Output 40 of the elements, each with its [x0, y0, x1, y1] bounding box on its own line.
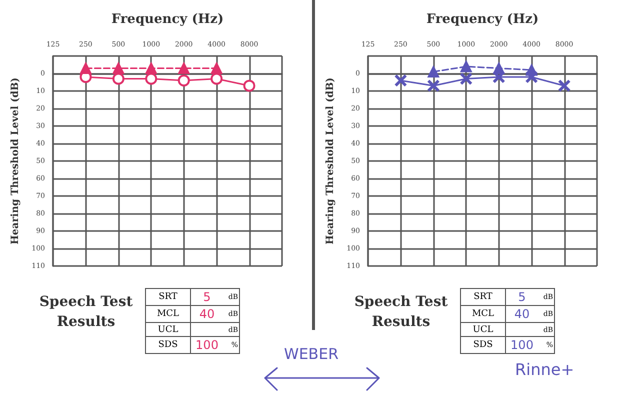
point [145, 62, 157, 74]
point [394, 74, 406, 86]
point [428, 66, 440, 78]
text: SDS [460, 336, 506, 354]
text: 100 [506, 336, 538, 354]
text: Rinne+ [515, 360, 574, 379]
y-axis-title: Hearing Threshold Level (dB) [325, 77, 336, 245]
text: 5 [190, 288, 223, 306]
point [493, 62, 505, 74]
text: 5 [506, 288, 538, 306]
text: MCL [460, 306, 506, 322]
point [112, 62, 124, 74]
text: 100 [190, 336, 223, 354]
point [178, 74, 190, 86]
point [558, 80, 570, 92]
point [178, 62, 190, 74]
text: SRT [460, 288, 506, 306]
text: UCL [460, 322, 506, 336]
point [112, 72, 124, 85]
text: Speech Test Results [353, 293, 449, 332]
text: UCL [146, 322, 190, 336]
point [210, 62, 222, 74]
text: 40 [506, 306, 538, 322]
point [145, 72, 158, 85]
point [210, 72, 223, 85]
text: MCL [146, 306, 190, 322]
x-axis-title: Frequency (Hz) [426, 12, 539, 27]
point [460, 60, 472, 72]
text: SDS [146, 336, 190, 354]
text: 40 [190, 306, 223, 322]
point [428, 80, 440, 92]
point [526, 64, 538, 76]
text: SRT [146, 288, 190, 306]
point [460, 73, 472, 84]
point [243, 80, 256, 92]
x-axis-title: Frequency (Hz) [111, 12, 224, 27]
text: Speech Test Results [38, 293, 134, 332]
text: WEBER [284, 345, 338, 363]
y-axis-title: Hearing Threshold Level (dB) [10, 77, 22, 245]
point [80, 62, 92, 74]
